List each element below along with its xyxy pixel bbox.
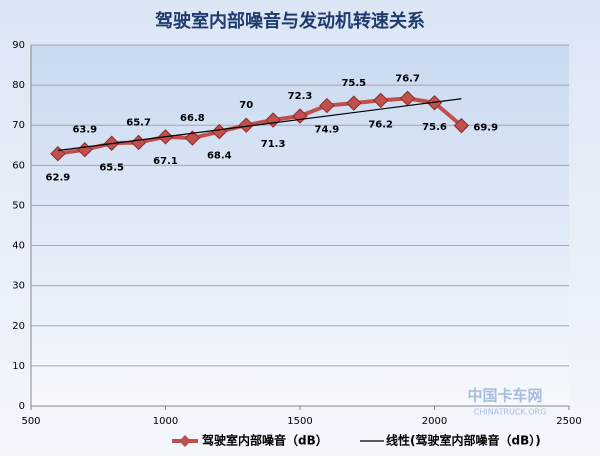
y-tick-label: 0 (19, 401, 25, 412)
data-label: 65.7 (126, 117, 151, 128)
data-point (372, 92, 389, 109)
chart-title: 驾驶室内部噪音与发动机转速关系 (155, 10, 425, 32)
data-point (453, 117, 470, 134)
series-line (57, 96, 463, 156)
legend-swatch (179, 435, 191, 447)
data-label: 63.9 (72, 125, 97, 136)
trendline (57, 98, 462, 152)
data-label: 76.2 (368, 119, 393, 130)
data-point (346, 95, 362, 111)
data-point (238, 117, 254, 133)
y-tick-label: 70 (12, 120, 25, 131)
data-label: 62.9 (46, 173, 71, 184)
y-tick-label: 40 (12, 241, 25, 252)
data-label: 70 (239, 100, 253, 111)
y-tick-label: 80 (12, 80, 25, 91)
x-tick-label: 1000 (153, 416, 178, 427)
data-label: 75.6 (422, 122, 447, 133)
data-point (319, 97, 335, 114)
data-label: 71.3 (261, 139, 286, 150)
legend-label: 线性(驾驶室内部噪音（dB）) (386, 433, 541, 448)
y-tick-label: 30 (12, 281, 25, 292)
y-tick-label: 50 (12, 200, 25, 211)
data-label: 76.7 (395, 73, 420, 84)
watermark: 中国卡车网 (467, 387, 542, 405)
plot-area (31, 45, 569, 406)
data-point (184, 130, 201, 146)
data-label: 75.5 (341, 78, 366, 89)
x-tick-label: 1500 (287, 416, 312, 427)
y-tick-label: 10 (12, 361, 25, 372)
data-label: 68.4 (207, 151, 232, 162)
legend-label: 驾驶室内部噪音（dB） (201, 433, 328, 448)
y-tick-label: 60 (12, 160, 25, 171)
x-tick-label: 2000 (422, 416, 447, 427)
x-tick-label: 2500 (556, 416, 581, 427)
data-label: 74.9 (315, 125, 340, 136)
data-label: 67.1 (153, 156, 178, 167)
data-label: 72.3 (288, 91, 313, 102)
y-tick-label: 20 (12, 321, 25, 332)
x-tick-label: 500 (21, 416, 40, 427)
y-tick-label: 90 (12, 40, 25, 51)
watermark: CHINATRUCK.ORG (474, 408, 547, 417)
data-label: 66.8 (180, 113, 205, 124)
data-label: 65.5 (99, 162, 124, 173)
data-label: 69.9 (473, 123, 498, 134)
